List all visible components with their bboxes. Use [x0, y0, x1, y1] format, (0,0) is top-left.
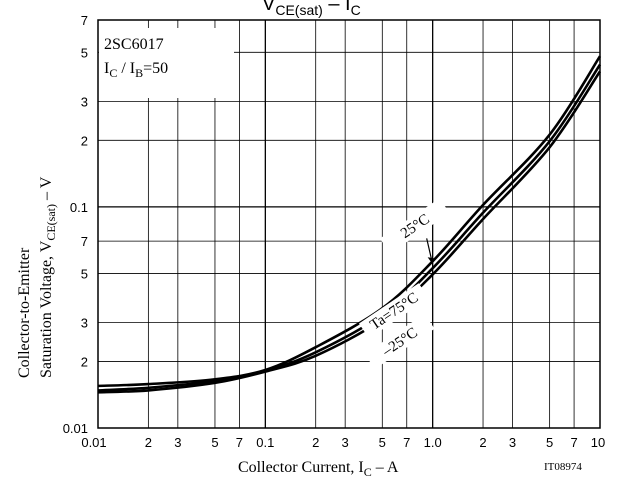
x-tick-label: 7 [403, 435, 410, 450]
x-tick-label: 5 [211, 435, 218, 450]
series-line-1 [97, 63, 602, 392]
x-tick-label: 0.01 [81, 435, 106, 450]
y-tick-label: 0.01 [63, 421, 88, 436]
y-tick-label: 0.1 [70, 200, 88, 215]
series-line-2 [97, 70, 602, 394]
legend-box [99, 28, 234, 98]
y-tick-label: 3 [81, 315, 88, 330]
plot-frame [97, 19, 601, 429]
x-tick-label: 10 [591, 435, 605, 450]
figure-code: IT08974 [544, 461, 582, 473]
x-tick-label: 0.1 [256, 435, 274, 450]
annotation-arrowhead [427, 257, 434, 265]
y-tick-label: 2 [81, 354, 88, 369]
annotation-label: –25°C [379, 325, 421, 360]
x-tick-label: 7 [236, 435, 243, 450]
x-tick-label: 3 [174, 435, 181, 450]
y-axis-label-line2: Saturation Voltage, VCE(sat) – V [38, 176, 58, 378]
x-tick-label: 7 [570, 435, 577, 450]
x-tick-label: 2 [312, 435, 319, 450]
x-tick-label: 3 [509, 435, 516, 450]
x-tick-label: 3 [342, 435, 349, 450]
x-tick-label: 2 [145, 435, 152, 450]
x-tick-label: 2 [479, 435, 486, 450]
x-tick-label: 5 [379, 435, 386, 450]
x-tick-label: 5 [546, 435, 553, 450]
y-tick-label: 7 [81, 234, 88, 249]
grid-layer [97, 19, 601, 429]
ratio-label: IC / IB=50 [104, 60, 168, 80]
chart-title: VCE(sat) – IC [262, 0, 361, 18]
tick-layer: 0.01 2 3 5 7 0.1 2 3 5 7 1.0 2 3 5 7 10 0.01 2 3 5 7 0.1 2 3 5 7 [63, 13, 606, 450]
y-tick-label: 7 [81, 13, 88, 28]
y-axis-label-line1: Collector-to-Emitter [16, 247, 33, 378]
y-tick-label: 3 [81, 94, 88, 109]
annotation-bg [379, 198, 450, 254]
annotation-bg [364, 313, 435, 370]
x-tick-label: 1.0 [424, 435, 442, 450]
series-layer [97, 55, 602, 394]
y-tick-label: 5 [81, 266, 88, 281]
y-tick-label: 5 [81, 45, 88, 60]
y-tick-label: 2 [81, 133, 88, 148]
x-axis-label: Collector Current, IC – A [238, 459, 399, 477]
annotation-bg [358, 283, 429, 339]
annotation-layer: Ta=75°C25°C–25°C [358, 198, 450, 370]
device-label: 2SC6017 [104, 36, 164, 53]
